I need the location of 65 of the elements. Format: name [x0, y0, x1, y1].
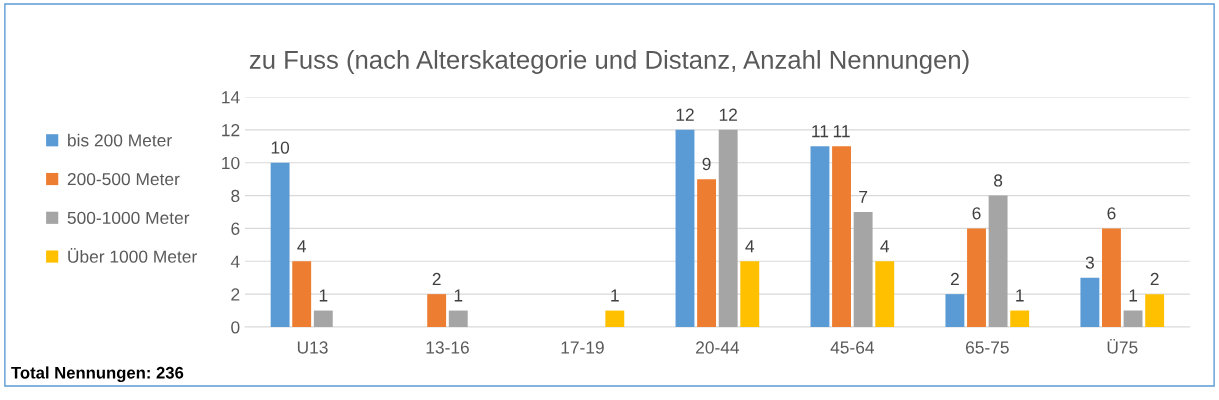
- x-tick-label: 17-19: [561, 341, 604, 354]
- legend-label: 500-1000 Meter: [67, 211, 190, 225]
- legend-label: Über 1000 Meter: [68, 248, 197, 263]
- bar: [1010, 310, 1030, 327]
- bar: [675, 129, 695, 327]
- bar: [605, 310, 625, 327]
- y-tick-label: 6: [231, 222, 240, 235]
- bar: [967, 228, 986, 327]
- data-label: 4: [297, 240, 307, 253]
- y-tick-label: 0: [231, 321, 240, 334]
- data-label: 12: [676, 108, 694, 121]
- x-tick-label: 45-64: [830, 341, 875, 354]
- bar: [1080, 277, 1100, 327]
- data-label: 3: [1085, 256, 1094, 269]
- data-label: 1: [454, 289, 463, 302]
- bar: [292, 261, 312, 327]
- x-tick-label: Ü75: [1107, 338, 1138, 354]
- legend-label: bis 200 Meter: [68, 133, 172, 147]
- bar: [1102, 228, 1121, 327]
- data-label: 2: [1150, 272, 1159, 285]
- data-label: 6: [972, 207, 981, 220]
- bar: [313, 310, 333, 327]
- data-label: 6: [1107, 207, 1116, 220]
- data-label: 12: [719, 108, 737, 121]
- data-label: 9: [702, 157, 711, 171]
- y-tick-label: 8: [231, 189, 240, 203]
- legend-label: 200-500 Meter: [67, 172, 180, 186]
- x-tick-label: 20-44: [696, 341, 740, 354]
- bar: [697, 179, 717, 327]
- data-label: 11: [812, 125, 829, 138]
- bar: [1145, 294, 1165, 327]
- bar: [810, 146, 830, 327]
- y-tick-label: 4: [230, 255, 240, 268]
- bar: [448, 310, 468, 327]
- y-tick-label: 10: [222, 156, 240, 170]
- data-label: 2: [950, 272, 959, 285]
- x-tick-label: 13-16: [426, 341, 469, 354]
- data-label: 2: [432, 272, 441, 285]
- data-label: 4: [745, 240, 755, 253]
- data-label: 10: [271, 141, 290, 154]
- y-tick-label: 14: [222, 91, 240, 104]
- text: Total Nennungen: 236: [11, 366, 184, 382]
- bar: [718, 129, 738, 327]
- data-label: 11: [833, 125, 850, 138]
- bar: [945, 294, 965, 327]
- bar: [427, 294, 447, 327]
- bar: [853, 212, 873, 327]
- data-label: 1: [611, 289, 619, 302]
- y-tick-label: 12: [222, 124, 240, 137]
- y-tick-label: 2: [231, 288, 240, 301]
- data-label: 1: [1016, 289, 1024, 302]
- x-tick-label: U13: [297, 341, 328, 354]
- x-tick-label: 65-75: [965, 341, 1009, 354]
- chart-title: zu Fuss (nach Alterskategorie und Distanz, Anzahl Nennungen): [249, 50, 969, 74]
- bar: [270, 162, 290, 327]
- data-label: 8: [994, 174, 1003, 187]
- data-label: 4: [880, 240, 890, 253]
- data-label: 1: [319, 289, 328, 302]
- bar: [875, 261, 895, 327]
- bar: [740, 261, 760, 327]
- data-label: 7: [859, 190, 868, 203]
- bar: [832, 146, 851, 327]
- data-label: 1: [1129, 289, 1138, 302]
- bar: [988, 195, 1008, 327]
- bar: [1123, 310, 1143, 327]
